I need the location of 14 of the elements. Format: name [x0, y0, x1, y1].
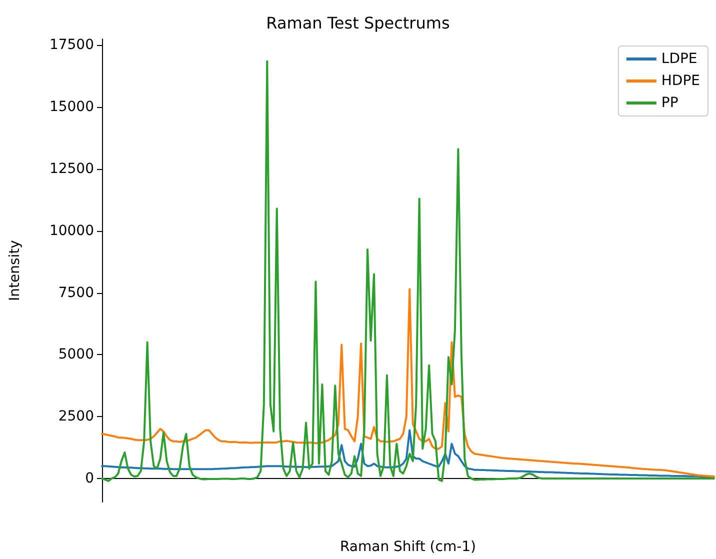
- y-tick-label: 10000: [49, 222, 94, 239]
- legend-label: LDPE: [661, 51, 698, 67]
- y-tick-label: 12500: [49, 160, 94, 177]
- y-tick-label: 0: [85, 470, 94, 486]
- y-tick-label: 5000: [58, 346, 94, 363]
- legend-label: PP: [661, 95, 678, 111]
- y-tick-label: 15000: [49, 99, 94, 116]
- legend-label: HDPE: [661, 73, 700, 89]
- y-tick-label: 17500: [49, 37, 94, 54]
- y-tick-label: 7500: [58, 284, 94, 301]
- y-tick-label: 2500: [58, 408, 94, 425]
- x-axis-title: Raman Shift (cm-1): [340, 539, 476, 555]
- y-axis-title: Intensity: [7, 240, 23, 301]
- chart-title: Raman Test Spectrums: [266, 14, 450, 32]
